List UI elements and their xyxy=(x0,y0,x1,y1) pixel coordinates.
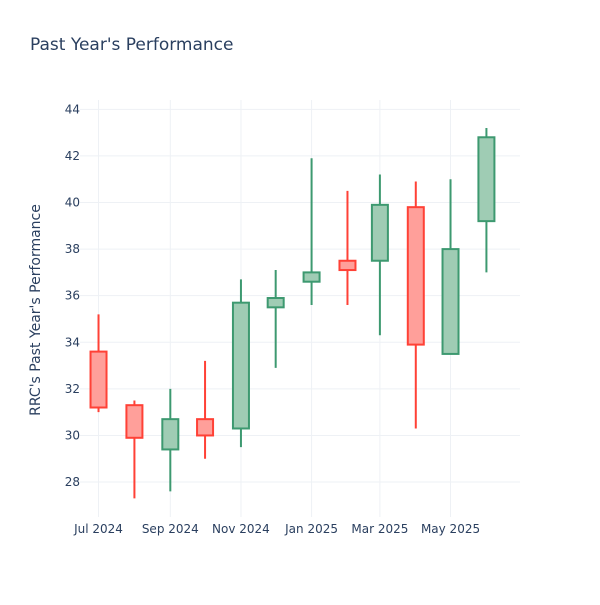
x-tick-label: Sep 2024 xyxy=(142,522,199,536)
candle-body xyxy=(196,418,215,437)
x-tick-label: Nov 2024 xyxy=(212,522,270,536)
y-tick-label: 40 xyxy=(65,196,80,210)
y-tick-label: 38 xyxy=(65,242,80,256)
candle-decreasing xyxy=(196,360,215,459)
candle-body xyxy=(338,259,357,272)
y-tick-label: 42 xyxy=(65,149,80,163)
candle-body xyxy=(231,301,250,430)
y-tick-label: 34 xyxy=(65,335,80,349)
candle-body xyxy=(161,418,180,451)
candles xyxy=(89,127,496,499)
candle-body xyxy=(441,248,460,355)
candle-body xyxy=(406,206,425,346)
y-tick-label: 30 xyxy=(65,428,80,442)
y-axis-ticks: 28 30 32 34 36 38 40 42 44 xyxy=(65,102,80,489)
candle-decreasing xyxy=(125,400,144,499)
y-tick-label: 36 xyxy=(65,289,80,303)
x-tick-label: Mar 2025 xyxy=(351,522,408,536)
candle-body xyxy=(125,404,144,439)
y-tick-label: 28 xyxy=(65,475,80,489)
x-tick-label: Jan 2025 xyxy=(284,522,338,536)
candle-decreasing xyxy=(89,314,108,413)
chart-title: Past Year's Performance xyxy=(30,35,234,55)
candle-increasing xyxy=(161,388,180,492)
y-axis-label: RRC's Past Year's Performance xyxy=(28,204,44,416)
x-tick-label: May 2025 xyxy=(421,522,480,536)
x-tick-label: Jul 2024 xyxy=(73,522,123,536)
candle-increasing xyxy=(302,158,321,306)
y-tick-label: 44 xyxy=(65,102,80,116)
candle-body xyxy=(89,350,108,409)
candle-increasing xyxy=(477,127,496,273)
candle-decreasing xyxy=(338,190,357,306)
candle-increasing xyxy=(266,270,285,368)
x-axis-ticks: Jul 2024 Sep 2024 Nov 2024 Jan 2025 Mar 2025… xyxy=(73,522,480,536)
candle-decreasing xyxy=(406,181,425,429)
candle-increasing xyxy=(231,279,250,448)
candle-increasing xyxy=(370,174,389,336)
candle-body xyxy=(370,203,389,262)
y-tick-label: 32 xyxy=(65,382,80,396)
candle-body xyxy=(302,271,321,283)
candle-increasing xyxy=(441,179,460,355)
candle-body xyxy=(266,297,285,309)
candle-body xyxy=(477,136,496,223)
